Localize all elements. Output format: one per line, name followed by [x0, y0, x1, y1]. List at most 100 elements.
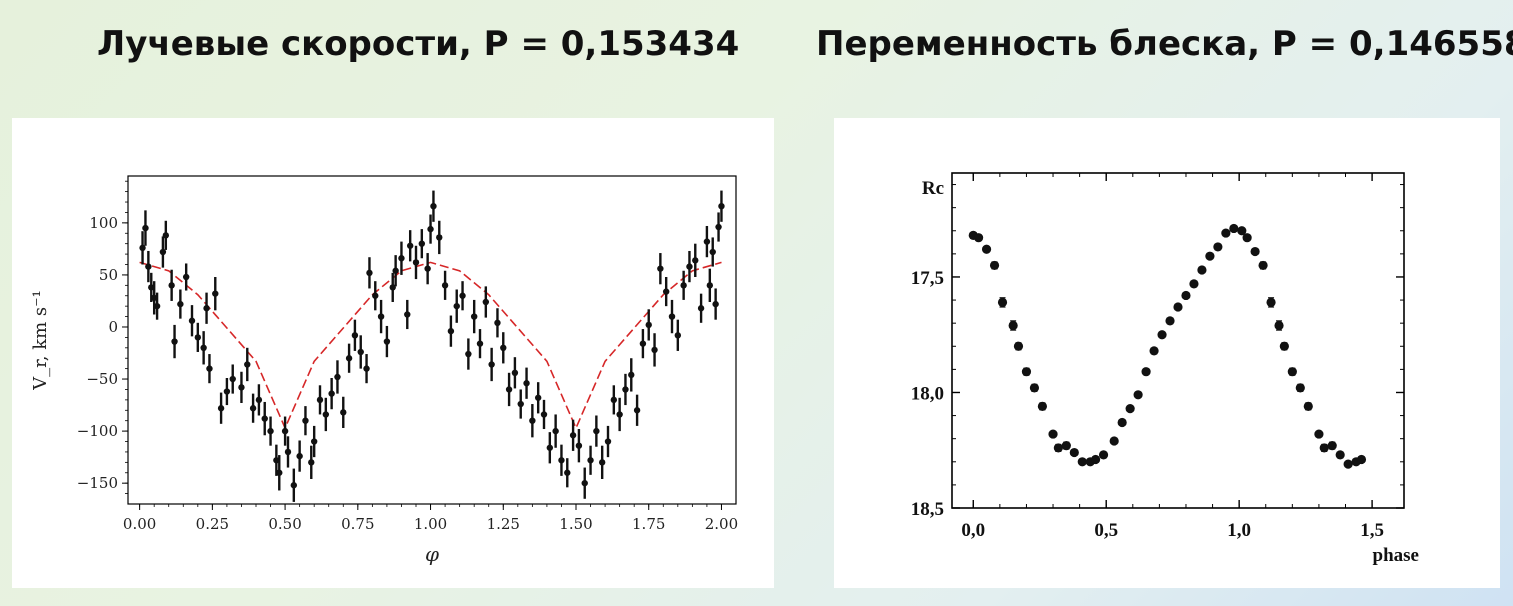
- data-point: [1098, 450, 1109, 460]
- data-point: [1037, 401, 1047, 411]
- point-marker: [610, 396, 618, 404]
- point-marker: [171, 338, 178, 345]
- y-tick-label: 18,0: [911, 383, 944, 404]
- point-marker: [168, 282, 175, 289]
- data-point: [622, 373, 629, 406]
- data-point: [1048, 429, 1058, 439]
- point-marker: [261, 415, 268, 422]
- point-marker: [639, 340, 647, 347]
- data-point: [1189, 279, 1199, 289]
- point-marker: [310, 438, 318, 445]
- data-point: [1029, 383, 1040, 393]
- point-marker: [712, 300, 719, 308]
- data-point: [1295, 383, 1305, 393]
- data-point: [1173, 302, 1183, 312]
- data-point: [447, 315, 455, 347]
- point-marker: [302, 417, 309, 424]
- point-marker: [1229, 223, 1239, 234]
- data-point: [715, 212, 722, 242]
- point-marker: [334, 373, 341, 381]
- data-point: [697, 293, 705, 323]
- point-marker: [1013, 341, 1024, 351]
- x-tick-label: 1,5: [1360, 520, 1384, 541]
- point-marker: [418, 240, 426, 247]
- data-point: [392, 255, 399, 287]
- point-marker: [177, 300, 184, 308]
- point-marker: [159, 248, 167, 256]
- point-marker: [1165, 316, 1175, 326]
- point-marker: [718, 202, 725, 210]
- radial-velocity-chart: 0.00 0.25 0.50 0.75 1.00 1.25 1.50 1.75 2.00 100 5…: [30, 175, 738, 566]
- data-point: [564, 458, 571, 488]
- y-tick-label: 18,5: [911, 499, 944, 520]
- data-point: [668, 299, 676, 334]
- data-point: [558, 444, 565, 476]
- data-point: [511, 357, 519, 389]
- data-point: [989, 260, 1000, 271]
- data-point: [674, 319, 682, 351]
- data-point: [145, 250, 152, 283]
- data-point: [328, 378, 335, 410]
- light-curve-chart-panel: 0,0 0,5 1,0 1,5 17,5 18,0 18,5 Rc phase: [834, 118, 1500, 588]
- data-point: [1356, 454, 1367, 465]
- point-marker: [453, 302, 460, 310]
- data-point: [383, 325, 391, 358]
- data-point: [334, 360, 341, 394]
- point-marker: [441, 282, 449, 289]
- data-point: [1274, 320, 1284, 331]
- data-point: [1013, 341, 1024, 351]
- point-marker: [662, 288, 670, 295]
- point-marker: [1029, 383, 1040, 393]
- data-point: [153, 292, 161, 320]
- data-point: [308, 445, 315, 480]
- data-point: [628, 358, 635, 392]
- point-marker: [715, 223, 722, 231]
- point-marker: [273, 457, 280, 464]
- data-point: [973, 233, 984, 243]
- point-marker: [366, 269, 373, 277]
- point-marker: [1343, 459, 1353, 469]
- data-point: [406, 230, 414, 262]
- data-point: [703, 225, 711, 258]
- data-point: [1266, 297, 1276, 308]
- point-marker: [470, 313, 478, 320]
- data-point: [182, 263, 190, 291]
- point-marker: [1287, 367, 1297, 377]
- point-marker: [581, 479, 588, 487]
- data-point: [482, 286, 490, 318]
- x-axis-label: φ: [425, 542, 439, 566]
- data-point: [633, 394, 641, 426]
- x-axis-label: phase: [1373, 545, 1419, 566]
- point-marker: [145, 263, 152, 270]
- data-point: [534, 382, 542, 414]
- point-marker: [1141, 367, 1151, 377]
- point-marker: [1061, 441, 1071, 451]
- point-marker: [383, 338, 391, 345]
- data-point: [267, 416, 274, 446]
- point-marker: [316, 396, 324, 404]
- data-point: [1197, 265, 1207, 275]
- plot-frame: [951, 172, 1405, 509]
- data-point: [249, 393, 257, 423]
- data-point: [340, 396, 347, 428]
- y-tick-label: 100: [89, 214, 118, 232]
- point-marker: [153, 302, 161, 310]
- point-marker: [709, 248, 716, 256]
- point-marker: [1008, 320, 1018, 331]
- point-marker: [1319, 443, 1329, 453]
- point-marker: [1125, 404, 1135, 414]
- point-marker: [628, 371, 635, 379]
- data-point: [418, 229, 426, 259]
- point-marker: [593, 427, 600, 435]
- point-marker: [351, 332, 359, 339]
- data-point: [1090, 454, 1101, 465]
- point-marker: [430, 202, 437, 210]
- data-point: [1165, 316, 1175, 326]
- point-marker: [392, 267, 399, 274]
- x-tick-label: 1.75: [632, 515, 665, 533]
- data-point: [206, 354, 213, 384]
- point-marker: [1221, 228, 1231, 238]
- data-point: [1250, 246, 1260, 257]
- data-point: [997, 297, 1008, 308]
- radial-velocity-chart-panel: 0.00 0.25 0.50 0.75 1.00 1.25 1.50 1.75 2.00 100 5…: [12, 118, 774, 588]
